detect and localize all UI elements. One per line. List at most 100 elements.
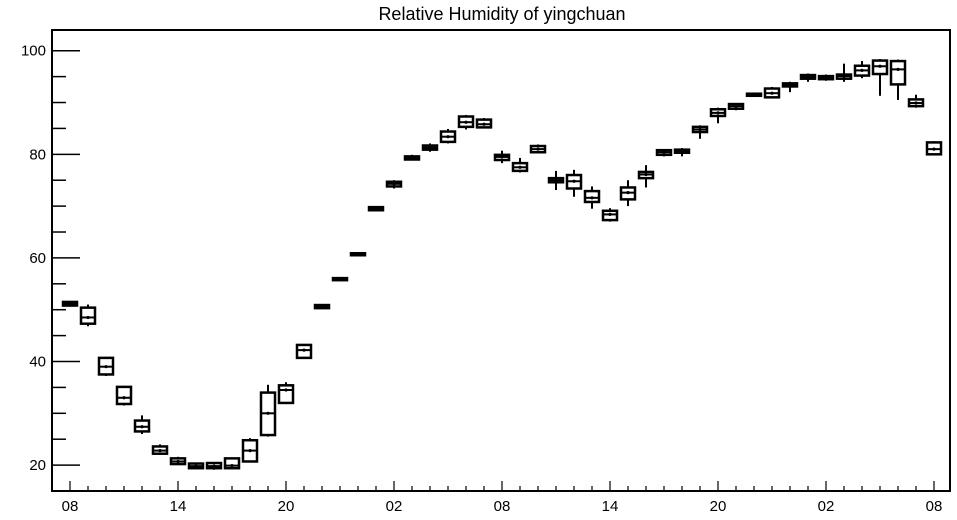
y-tick-label: 40 [29, 354, 46, 371]
box-plot [871, 59, 889, 96]
x-tick-label: 02 [818, 498, 835, 515]
box-plot [493, 150, 511, 164]
box-plot [925, 141, 943, 156]
box-mean-marker [248, 448, 252, 453]
box-mean-marker [932, 147, 936, 151]
box-mean-marker [266, 411, 270, 415]
box-mean-marker [824, 76, 828, 80]
box-plot [835, 63, 853, 82]
box-mean-marker [752, 93, 756, 97]
box-mean-marker [716, 111, 720, 115]
box-plot [637, 165, 655, 188]
box-plot [277, 382, 295, 405]
x-tick-label: 20 [710, 498, 727, 515]
box-plot [259, 384, 277, 437]
box-plot [331, 276, 349, 282]
box-mean-marker [158, 448, 162, 453]
box-plot [403, 154, 421, 161]
x-tick-label: 02 [386, 498, 403, 515]
box-plot [583, 186, 601, 209]
x-tick-label: 08 [494, 498, 511, 515]
box-mean-marker [572, 179, 576, 183]
box-plot [79, 304, 97, 327]
chart-title: Relative Humidity of yingchuan [378, 4, 626, 24]
box-mean-marker [176, 459, 180, 464]
box-plot [763, 86, 781, 99]
box-mean-marker [590, 196, 594, 200]
box-mean-marker [770, 91, 774, 95]
box-mean-marker [698, 127, 702, 132]
box-plot [187, 462, 205, 470]
box-mean-marker [302, 348, 306, 352]
box-body [223, 457, 241, 470]
box-mean-marker [680, 149, 684, 153]
box-plot [655, 148, 673, 157]
x-tick-label: 08 [62, 498, 79, 515]
box-mean-marker [806, 75, 810, 79]
box-body [889, 59, 907, 86]
box-mean-marker [626, 191, 630, 195]
box-mean-marker [536, 147, 540, 151]
box-mean-marker [554, 178, 558, 182]
box-mean-marker [914, 101, 918, 105]
box-plot [205, 461, 223, 470]
box-plot [673, 148, 691, 157]
box-mean-marker [500, 155, 504, 159]
box-plot [115, 385, 133, 406]
box-plot [727, 102, 745, 111]
x-tick-label: 14 [602, 498, 619, 515]
box-plot [565, 169, 583, 197]
box-plot [691, 125, 709, 139]
box-mean-marker [446, 135, 450, 139]
box-body [79, 306, 97, 325]
y-tick-label: 80 [29, 146, 46, 163]
box-plot [295, 343, 313, 360]
box-mean-marker [356, 252, 360, 256]
box-plot [133, 415, 151, 435]
box-mean-marker [284, 388, 288, 392]
plot-frame [51, 29, 951, 492]
box-plot [907, 94, 925, 108]
y-tick-label: 60 [29, 250, 46, 267]
y-tick-label: 100 [21, 43, 46, 60]
box-plot [349, 251, 367, 257]
box-mean-marker [122, 396, 126, 400]
box-mean-marker [608, 212, 612, 216]
box-plot [385, 180, 403, 189]
box-mean-marker [842, 74, 846, 78]
box-body [115, 385, 133, 406]
box-mean-marker [86, 315, 90, 320]
box-mean-marker [644, 172, 648, 177]
box-mean-marker [788, 83, 792, 87]
box-body [277, 384, 295, 405]
box-plot [61, 300, 79, 307]
box-plot [601, 208, 619, 222]
box-plot [475, 118, 493, 129]
box-plot [547, 170, 565, 191]
box-plot [529, 144, 547, 154]
box-mean-marker [374, 207, 378, 211]
box-plot [817, 74, 835, 81]
box-mean-marker [194, 464, 198, 468]
x-axis: 08 14 20 02 08 14 20 02 08 [62, 481, 942, 515]
box-mean-marker [68, 301, 72, 306]
box-mean-marker [410, 156, 414, 160]
box-plot [169, 456, 187, 466]
box-mean-marker [860, 68, 864, 73]
box-plot [313, 303, 331, 310]
x-tick-label: 20 [278, 498, 295, 515]
box-mean-marker [428, 145, 432, 150]
box-mean-marker [878, 64, 882, 68]
box-mean-marker [230, 464, 234, 468]
box-plot [241, 438, 259, 463]
box-mean-marker [518, 165, 522, 169]
box-plot [223, 457, 241, 470]
y-axis: 20 40 60 80 100 [21, 43, 80, 474]
box-mean-marker [896, 67, 900, 71]
box-plot [745, 92, 763, 98]
y-tick-label: 20 [29, 457, 46, 474]
box-mean-marker [482, 122, 486, 126]
box-plot [457, 114, 475, 130]
box-mean-marker [338, 277, 342, 281]
box-plot [151, 444, 169, 455]
